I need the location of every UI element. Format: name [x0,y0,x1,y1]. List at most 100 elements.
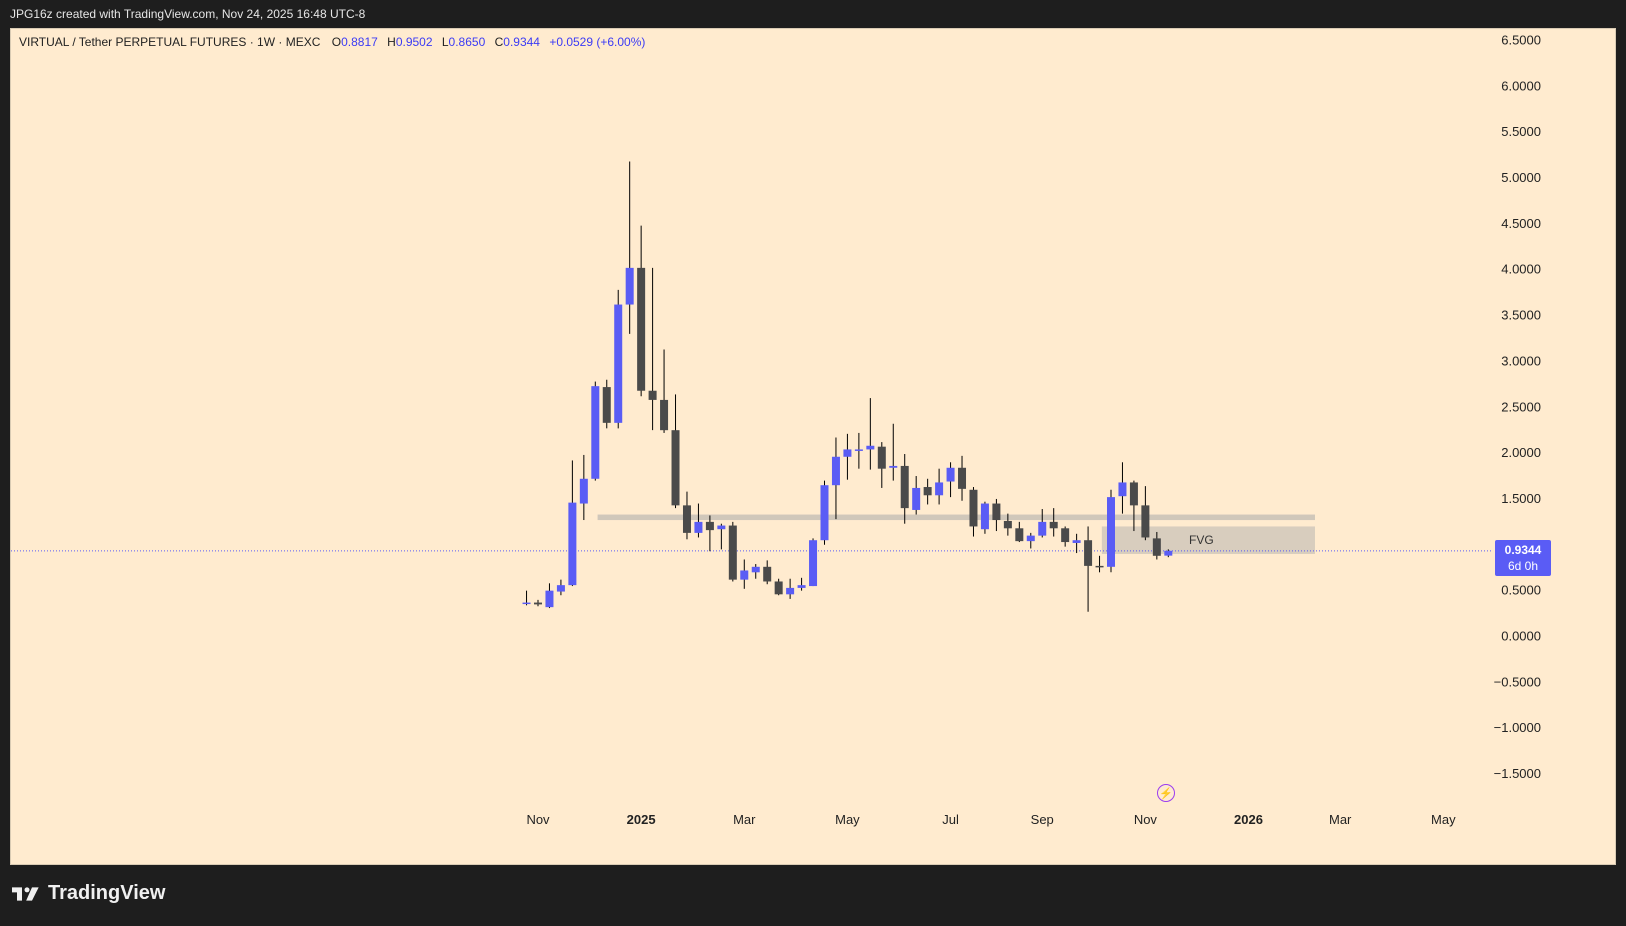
candle-body-0 [522,602,531,605]
fvg-label: FVG [1189,533,1214,547]
y-tick-label-10: 1.5000 [1501,491,1541,506]
candlestick-chart[interactable]: FVG 6.5000 6.0000 5.5000 5.0000 4.5000 4.0000 3… [11,29,1615,864]
candle-body-7 [602,387,611,423]
x-tick-label-2: Mar [733,812,756,827]
candle-body-21 [763,566,772,582]
attribution-text: JPG16z created with TradingView.com, Nov… [10,7,366,21]
candle-body-22 [774,581,783,595]
candle-body-44 [1026,535,1035,542]
candle-body-19 [740,570,749,580]
y-tick-label-12: 0.0000 [1501,629,1541,644]
candle-body-25 [809,540,818,587]
zone-fvg [1101,526,1315,554]
y-tick-label-6: 3.5000 [1501,308,1541,323]
candle-body-18 [728,525,737,580]
footer-bar: TradingView [0,866,1626,926]
tradingview-logo-icon [12,886,39,901]
candle-body-54 [1141,505,1150,538]
low-label: L [441,35,449,49]
candle-body-29 [854,449,863,451]
bar-countdown: 6d 0h [1507,558,1539,573]
candle-body-6 [591,386,600,479]
chart-area[interactable]: FVG 6.5000 6.0000 5.5000 5.0000 4.5000 4.0000 3… [10,28,1616,865]
y-tick-label-8: 2.5000 [1501,399,1541,414]
candle-body-12 [660,399,669,431]
candle-body-39 [969,489,978,527]
candle-body-30 [866,445,875,450]
candle-body-11 [648,390,657,400]
high-label: H [387,35,396,49]
y-tick-label-2: 5.5000 [1501,124,1541,139]
candle-body-53 [1129,482,1138,506]
x-tick-label-4: Jul [942,812,959,827]
candle-body-34 [912,487,921,510]
candle-body-17 [717,525,726,530]
candle-body-45 [1038,521,1047,536]
candle-body-31 [877,446,886,469]
zone-resistance-band [597,514,1315,521]
candle-body-35 [923,487,932,496]
candle-body-1 [534,602,542,605]
candle-body-2 [545,590,554,608]
candle-body-28 [843,449,852,457]
last-price-value: 0.9344 [1504,542,1542,557]
x-tick-label-3: May [835,812,860,827]
candle-body-43 [1015,528,1024,542]
candle-body-9 [625,267,634,305]
attribution-bar: JPG16z created with TradingView.com, Nov… [0,0,1626,28]
change-value: +0.0529 (+6.00%) [549,35,646,49]
last-price-tag: 0.9344 6d 0h [1495,539,1551,576]
low-value: 0.8650 [448,35,486,49]
candle-body-47 [1061,528,1070,543]
x-tick-label-0: Nov [526,812,550,827]
flash-icon[interactable]: ⚡ [1157,784,1175,802]
candle-body-4 [568,502,577,586]
x-tick-label-6: Nov [1134,812,1158,827]
y-tick-label-4: 4.5000 [1501,216,1541,231]
candle-body-41 [992,503,1001,521]
symbol-title[interactable]: VIRTUAL / Tether PERPETUAL FUTURES · 1W … [19,35,321,49]
candle-body-33 [900,465,909,509]
candle-body-55 [1152,538,1161,556]
candle-body-5 [579,478,588,504]
x-tick-label-8: Mar [1329,812,1352,827]
candle-body-56 [1164,550,1173,556]
x-tick-label-9: May [1431,812,1456,827]
candle-body-48 [1072,540,1081,543]
candle-body-23 [786,587,795,595]
candle-body-15 [694,521,703,533]
y-tick-label-13: −0.5000 [1494,674,1541,689]
y-tick-label-0: 6.5000 [1501,32,1541,47]
open-label: O [331,35,342,49]
candle-body-37 [946,467,955,482]
y-tick-label-7: 3.0000 [1501,353,1541,368]
y-tick-label-9: 2.0000 [1501,445,1541,460]
x-tick-label-5: Sep [1031,812,1054,827]
y-tick-label-3: 5.0000 [1501,170,1541,185]
close-value: 0.9344 [503,35,540,49]
y-tick-label-11: 0.5000 [1501,583,1541,598]
candle-body-16 [705,521,714,531]
candle-body-27 [831,456,840,486]
candle-body-8 [614,304,623,423]
tradingview-brand[interactable]: TradingView [12,882,165,905]
candle-body-10 [637,267,646,391]
open-value: 0.8817 [341,35,378,49]
candle-body-52 [1118,482,1127,497]
candle-body-14 [682,505,691,533]
y-tick-label-1: 6.0000 [1501,78,1541,93]
y-tick-label-14: −1.0000 [1494,720,1541,735]
candle-body-40 [980,503,989,530]
x-tick-label-1: 2025 [627,812,656,827]
x-tick-label-7: 2026 [1234,812,1263,827]
candle-body-46 [1049,521,1058,529]
high-value: 0.9502 [395,35,433,49]
candle-body-51 [1107,497,1115,567]
y-tick-label-5: 4.0000 [1501,262,1541,277]
candle-body-38 [958,467,967,489]
candle-body-20 [751,566,760,573]
candle-body-42 [1003,520,1012,529]
symbol-legend: VIRTUAL / Tether PERPETUAL FUTURES · 1W … [19,35,651,49]
candle-body-49 [1084,540,1093,566]
candle-body-24 [797,585,806,588]
